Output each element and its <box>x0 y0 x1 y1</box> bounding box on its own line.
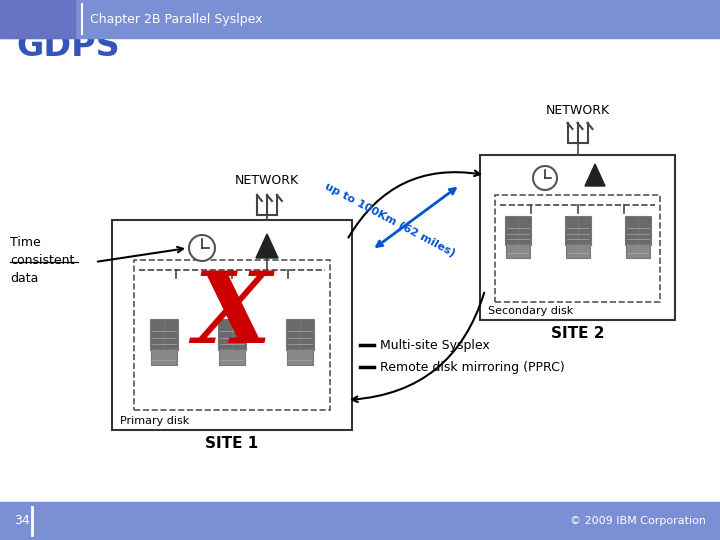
Text: GDPS: GDPS <box>16 30 120 63</box>
FancyBboxPatch shape <box>286 319 314 350</box>
Bar <box>0 0 75 38</box>
FancyBboxPatch shape <box>495 195 660 302</box>
Text: 34: 34 <box>14 515 30 528</box>
Text: Chapter 2B Parallel Syslpex: Chapter 2B Parallel Syslpex <box>90 12 263 25</box>
Text: © 2009 IBM Corporation: © 2009 IBM Corporation <box>570 516 706 526</box>
Text: Secondary disk: Secondary disk <box>488 306 573 316</box>
FancyBboxPatch shape <box>151 349 177 365</box>
Circle shape <box>533 166 557 190</box>
Text: Time
consistent
data: Time consistent data <box>10 235 74 285</box>
FancyBboxPatch shape <box>566 244 590 259</box>
Text: Multi-site Sysplex: Multi-site Sysplex <box>380 339 490 352</box>
Text: NETWORK: NETWORK <box>546 105 610 118</box>
Text: up to 100Km (62 miles): up to 100Km (62 miles) <box>323 181 457 259</box>
FancyBboxPatch shape <box>480 155 675 320</box>
FancyBboxPatch shape <box>505 217 531 245</box>
Circle shape <box>189 235 215 261</box>
FancyBboxPatch shape <box>150 319 178 350</box>
Text: X: X <box>193 267 271 363</box>
FancyBboxPatch shape <box>506 244 530 259</box>
Bar <box>0 502 720 540</box>
Text: SITE 2: SITE 2 <box>551 327 604 341</box>
FancyBboxPatch shape <box>626 244 650 259</box>
FancyBboxPatch shape <box>112 220 352 430</box>
Text: Remote disk mirroring (PPRC): Remote disk mirroring (PPRC) <box>380 361 564 374</box>
FancyBboxPatch shape <box>219 349 245 365</box>
Text: SITE 1: SITE 1 <box>205 436 258 451</box>
Bar <box>0 0 720 38</box>
Text: Primary disk: Primary disk <box>120 416 189 426</box>
Text: NETWORK: NETWORK <box>235 173 299 186</box>
FancyBboxPatch shape <box>625 217 651 245</box>
FancyBboxPatch shape <box>134 260 330 410</box>
Polygon shape <box>585 164 605 186</box>
FancyBboxPatch shape <box>218 319 246 350</box>
FancyBboxPatch shape <box>565 217 591 245</box>
FancyBboxPatch shape <box>287 349 313 365</box>
Polygon shape <box>256 234 278 258</box>
